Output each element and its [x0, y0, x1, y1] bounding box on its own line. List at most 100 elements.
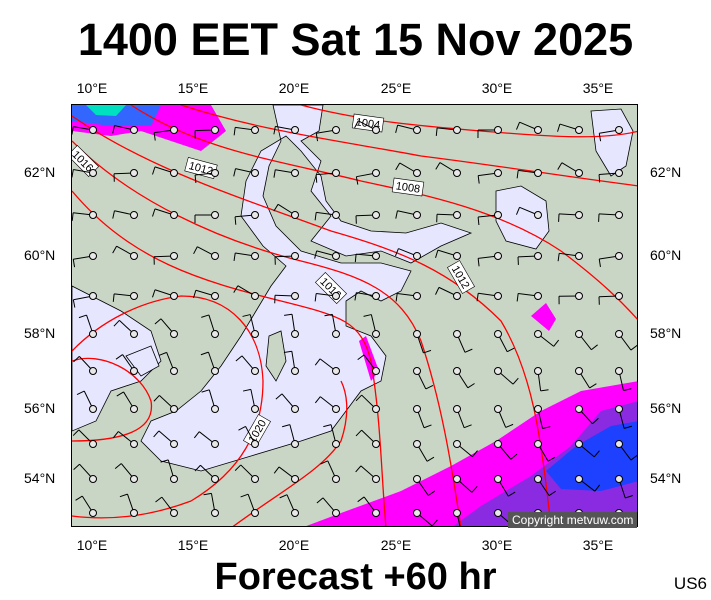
wind-barb-station	[355, 394, 380, 413]
wind-barb-station	[453, 367, 475, 389]
wind-barb-station	[72, 126, 97, 135]
wind-barb-station	[494, 475, 516, 497]
wind-barb-station	[75, 495, 97, 517]
wind-barb-station	[453, 405, 472, 429]
isobar	[180, 105, 637, 187]
wind-barb-station	[153, 430, 178, 448]
wind-barb-station	[615, 440, 637, 461]
wind-barb-station	[598, 252, 623, 268]
wind-barb-station	[113, 431, 138, 448]
wind-barb-station	[113, 319, 138, 338]
wind-barb-station	[274, 292, 299, 304]
wind-barb-station	[575, 475, 601, 492]
precip-medium	[453, 401, 637, 526]
wind-barb-station	[355, 429, 380, 448]
wind-barb-station	[575, 440, 600, 458]
precip-heavy	[546, 421, 637, 491]
wind-barb-station	[534, 405, 551, 429]
wind-barb-station	[274, 252, 299, 265]
lon-label-top: 15°E	[177, 80, 209, 96]
wind-barb-station	[152, 289, 178, 300]
gotland-island	[265, 330, 287, 382]
wind-barb-station	[516, 292, 542, 302]
wind-barb-station	[194, 126, 219, 139]
wind-barb-station	[517, 252, 542, 265]
lon-label-top: 10°E	[76, 80, 108, 96]
lat-label-left: 60°N	[24, 247, 56, 263]
lat-label-left: 58°N	[24, 325, 56, 341]
weather-map: 1004 1008 1012 1016 1012 1016 1020	[71, 104, 638, 527]
wind-barb-station	[615, 367, 632, 391]
wind-barb-station	[233, 126, 259, 136]
wind-barb-station	[72, 211, 97, 221]
wind-barb-station	[477, 169, 502, 184]
lat-label-right: 56°N	[650, 400, 682, 416]
wind-barb-station	[73, 463, 97, 483]
wind-barb-station	[314, 292, 340, 302]
wind-barb-station	[516, 121, 542, 134]
lon-label-bottom: 30°E	[481, 537, 513, 553]
isobar	[130, 105, 637, 320]
wind-barb-station	[395, 292, 421, 302]
wind-barb-station	[413, 330, 432, 354]
wind-barb-station	[413, 440, 435, 462]
wind-barb-station	[323, 424, 340, 448]
wind-barb-station	[273, 466, 299, 483]
wind-barb-station	[314, 250, 340, 260]
wind-barb-station	[112, 125, 138, 134]
wind-barb-station	[114, 463, 138, 483]
wind-barb-station	[453, 509, 461, 526]
wind-barb-station	[160, 459, 178, 483]
wind-barb-station	[194, 169, 219, 183]
wind-barb-station	[515, 206, 542, 219]
wind-barb-station	[242, 388, 259, 413]
wind-barb-station	[436, 211, 461, 223]
wind-barb-station	[78, 314, 97, 338]
wind-barb-station	[275, 393, 299, 413]
wind-barb-station	[76, 390, 97, 413]
forecast-label: Forecast +60 hr	[214, 556, 497, 598]
wind-barb-station	[273, 169, 299, 178]
lon-label-top: 20°E	[278, 80, 310, 96]
wind-barb-station	[453, 475, 478, 493]
wind-barb-station	[240, 493, 259, 517]
wind-barb-station	[314, 211, 340, 221]
wind-barb-station	[477, 126, 502, 138]
wind-barb-station	[534, 330, 560, 347]
wind-barb-station	[201, 389, 219, 413]
wind-barb-station	[194, 464, 219, 483]
lon-label-top: 25°E	[380, 80, 412, 96]
wind-barb-station	[575, 405, 599, 425]
wind-barb-station	[320, 460, 340, 483]
lon-label-bottom: 15°E	[177, 537, 209, 553]
wind-barb-station	[316, 497, 340, 517]
wind-barb-station	[413, 509, 438, 526]
wind-barb-station	[413, 475, 436, 496]
wind-barb-station	[615, 330, 637, 351]
wind-barb-station	[494, 367, 519, 385]
precip-light-small	[531, 303, 556, 331]
isobar	[72, 115, 552, 526]
wind-barb-station	[152, 208, 178, 219]
wind-barb-station	[119, 493, 138, 517]
wind-barb-station	[394, 248, 421, 260]
wind-barb-station	[153, 126, 178, 141]
wind-barb-station	[494, 405, 514, 428]
wind-barb-station	[477, 252, 502, 267]
wind-barb-station	[575, 367, 597, 389]
wind-barb-station	[315, 126, 340, 142]
wind-barb-station	[435, 286, 461, 300]
wind-barb-station	[233, 252, 259, 261]
wind-barbs	[72, 120, 637, 526]
wind-barb-station	[453, 440, 478, 458]
wind-barb-station	[72, 169, 97, 178]
wind-barb-station	[282, 424, 299, 448]
wind-barb-station	[153, 395, 178, 413]
wind-barb-station	[534, 440, 556, 462]
wind-barb-station	[477, 211, 502, 226]
wind-barb-station	[354, 292, 380, 301]
wind-barb-station	[314, 358, 340, 375]
wind-barb-station	[273, 203, 299, 219]
wind-barb-station	[72, 252, 97, 268]
wind-barb-station	[242, 314, 259, 338]
